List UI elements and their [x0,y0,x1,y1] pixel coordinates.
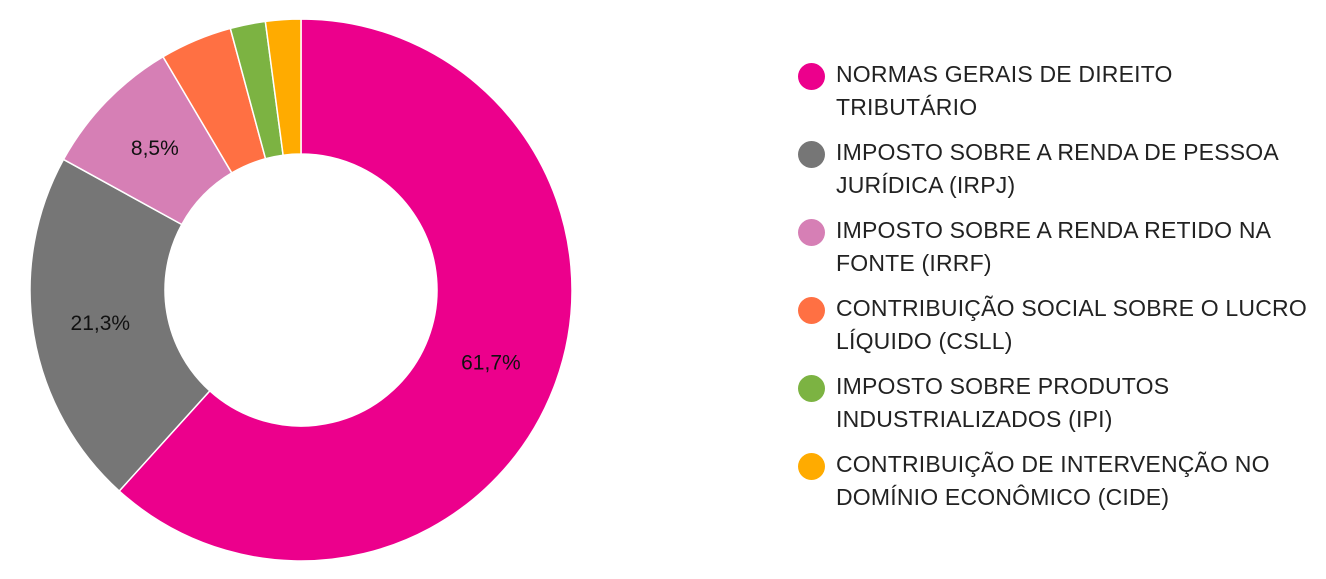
legend-item-0: NORMAS GERAIS DE DIREITO TRIBUTÁRIO [798,58,1318,136]
legend-item-3: CONTRIBUIÇÃO SOCIAL SOBRE O LUCRO LÍQUID… [798,292,1318,370]
legend-swatch-icon [798,219,825,246]
slice-label-1: 21,3% [71,312,131,335]
slice-label-0: 61,7% [461,352,521,375]
donut-slices [29,18,573,562]
legend-swatch-icon [798,297,825,324]
legend-label: CONTRIBUIÇÃO SOCIAL SOBRE O LUCRO LÍQUID… [836,295,1307,354]
donut-slice-5 [264,18,302,157]
legend-label: IMPOSTO SOBRE A RENDA DE PESSOA JURÍDICA… [836,139,1278,198]
legend-swatch-icon [798,63,825,90]
legend-swatch-icon [798,453,825,480]
slice-labels: 61,7% 21,3% 8,5% [71,137,521,375]
legend-item-1: IMPOSTO SOBRE A RENDA DE PESSOA JURÍDICA… [798,136,1318,214]
legend-item-2: IMPOSTO SOBRE A RENDA RETIDO NA FONTE (I… [798,214,1318,292]
donut-slice-1 [29,158,211,493]
legend-swatch-icon [798,375,825,402]
donut-chart: 61,7% 21,3% 8,5% [29,18,573,562]
chart-legend: NORMAS GERAIS DE DIREITO TRIBUTÁRIO IMPOS… [798,58,1318,526]
slice-label-2: 8,5% [131,137,179,160]
legend-label: NORMAS GERAIS DE DIREITO TRIBUTÁRIO [836,61,1173,120]
legend-label: IMPOSTO SOBRE PRODUTOS INDUSTRIALIZADOS … [836,373,1170,432]
legend-label: CONTRIBUIÇÃO DE INTERVENÇÃO NO DOMÍNIO E… [836,451,1270,510]
donut-slice-0 [118,18,573,562]
legend-item-5: CONTRIBUIÇÃO DE INTERVENÇÃO NO DOMÍNIO E… [798,448,1318,526]
legend-label: IMPOSTO SOBRE A RENDA RETIDO NA FONTE (I… [836,217,1270,276]
legend-swatch-icon [798,141,825,168]
legend-item-4: IMPOSTO SOBRE PRODUTOS INDUSTRIALIZADOS … [798,370,1318,448]
